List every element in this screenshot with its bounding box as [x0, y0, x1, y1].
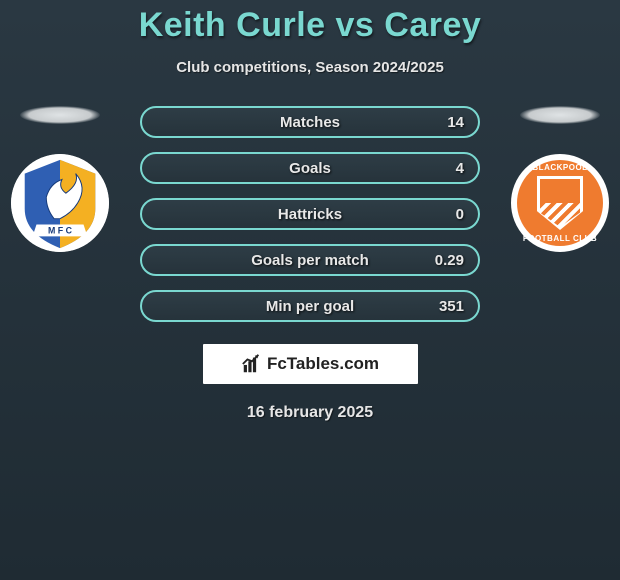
stat-label: Goals [289, 160, 331, 177]
stat-value: 351 [439, 298, 464, 315]
brand-label: FcTables.com [267, 354, 379, 374]
stat-value: 4 [456, 160, 464, 177]
subtitle: Club competitions, Season 2024/2025 [0, 59, 620, 76]
left-club-badge: M F C [11, 154, 109, 252]
stat-row: Goals per match 0.29 [140, 244, 480, 276]
page-title: Keith Curle vs Carey [0, 0, 620, 45]
chart-icon [241, 353, 263, 375]
left-club-column: M F C [10, 106, 110, 252]
mansfield-crest-icon: M F C [11, 154, 109, 252]
comparison-panel: M F C BLACKPOOL FOOTBALL CLUB Matches 14… [0, 106, 620, 422]
stat-label: Min per goal [266, 298, 354, 315]
stat-row: Hattricks 0 [140, 198, 480, 230]
svg-text:M F C: M F C [48, 225, 73, 235]
date-line: 16 february 2025 [0, 404, 620, 422]
badge-ring-text-bottom: FOOTBALL CLUB [517, 234, 603, 243]
stat-label: Matches [280, 114, 340, 131]
stat-value: 0 [456, 206, 464, 223]
stat-label: Hattricks [278, 206, 342, 223]
shadow-ellipse [520, 106, 600, 124]
stat-value: 0.29 [435, 252, 464, 269]
right-club-badge: BLACKPOOL FOOTBALL CLUB [511, 154, 609, 252]
stat-row: Matches 14 [140, 106, 480, 138]
stat-value: 14 [447, 114, 464, 131]
stat-row: Min per goal 351 [140, 290, 480, 322]
right-club-column: BLACKPOOL FOOTBALL CLUB [510, 106, 610, 252]
stat-label: Goals per match [251, 252, 369, 269]
blackpool-shield-icon [537, 176, 583, 230]
stats-list: Matches 14 Goals 4 Hattricks 0 Goals per… [140, 106, 480, 322]
badge-ring-text-top: BLACKPOOL [517, 163, 603, 172]
brand-box[interactable]: FcTables.com [203, 344, 418, 384]
shadow-ellipse [20, 106, 100, 124]
stat-row: Goals 4 [140, 152, 480, 184]
